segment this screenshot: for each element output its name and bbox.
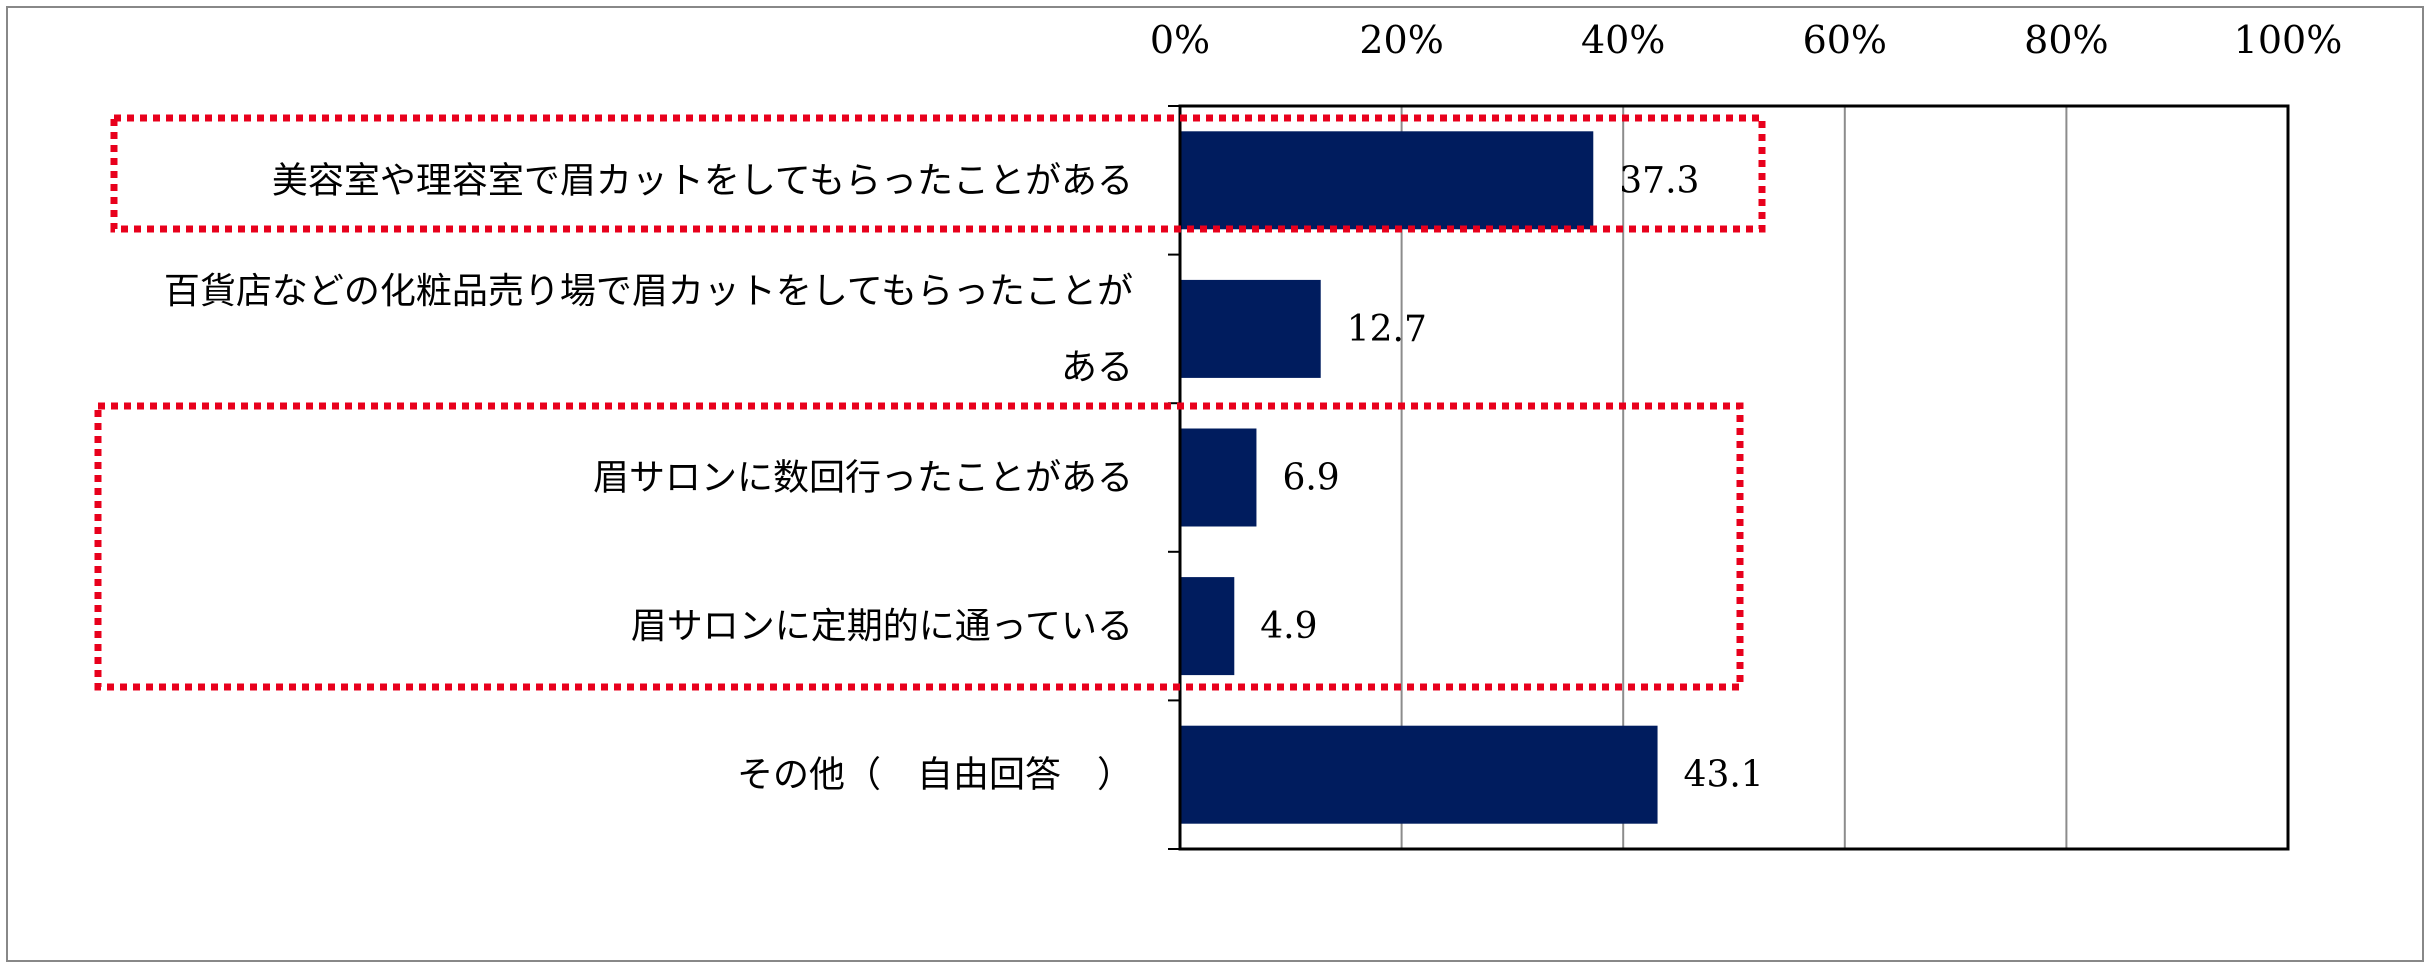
- x-tick-label: 100%: [2234, 18, 2343, 62]
- category-label: 美容室や理容室で眉カットをしてもらったことがある: [272, 160, 1133, 201]
- data-label: 12.7: [1347, 309, 1427, 350]
- category-label: その他（ 自由回答 ）: [737, 755, 1133, 796]
- category-label: 百貨店などの化粧品売り場で眉カットをしてもらったことが: [164, 271, 1133, 312]
- highlight-box: [110, 114, 1766, 233]
- data-label: 43.1: [1684, 755, 1764, 796]
- category-label: 眉サロンに定期的に通っている: [631, 606, 1133, 647]
- highlight-box: [94, 402, 1744, 691]
- bar: [1180, 725, 1658, 824]
- bar: [1180, 577, 1235, 676]
- x-tick-label: 20%: [1359, 18, 1443, 62]
- bar: [1180, 131, 1594, 230]
- category-label: ある: [1061, 347, 1133, 388]
- bar: [1180, 428, 1257, 527]
- data-label: 4.9: [1260, 606, 1317, 647]
- data-label: 6.9: [1282, 458, 1339, 499]
- x-tick-label: 0%: [1150, 18, 1210, 62]
- x-tick-label: 60%: [1803, 18, 1887, 62]
- category-label: 眉サロンに数回行ったことがある: [593, 458, 1133, 499]
- bar: [1180, 279, 1321, 378]
- plot-area-border: [1178, 104, 2290, 851]
- x-tick-label: 40%: [1581, 18, 1665, 62]
- x-tick-label: 80%: [2024, 18, 2108, 62]
- data-label: 37.3: [1619, 160, 1699, 201]
